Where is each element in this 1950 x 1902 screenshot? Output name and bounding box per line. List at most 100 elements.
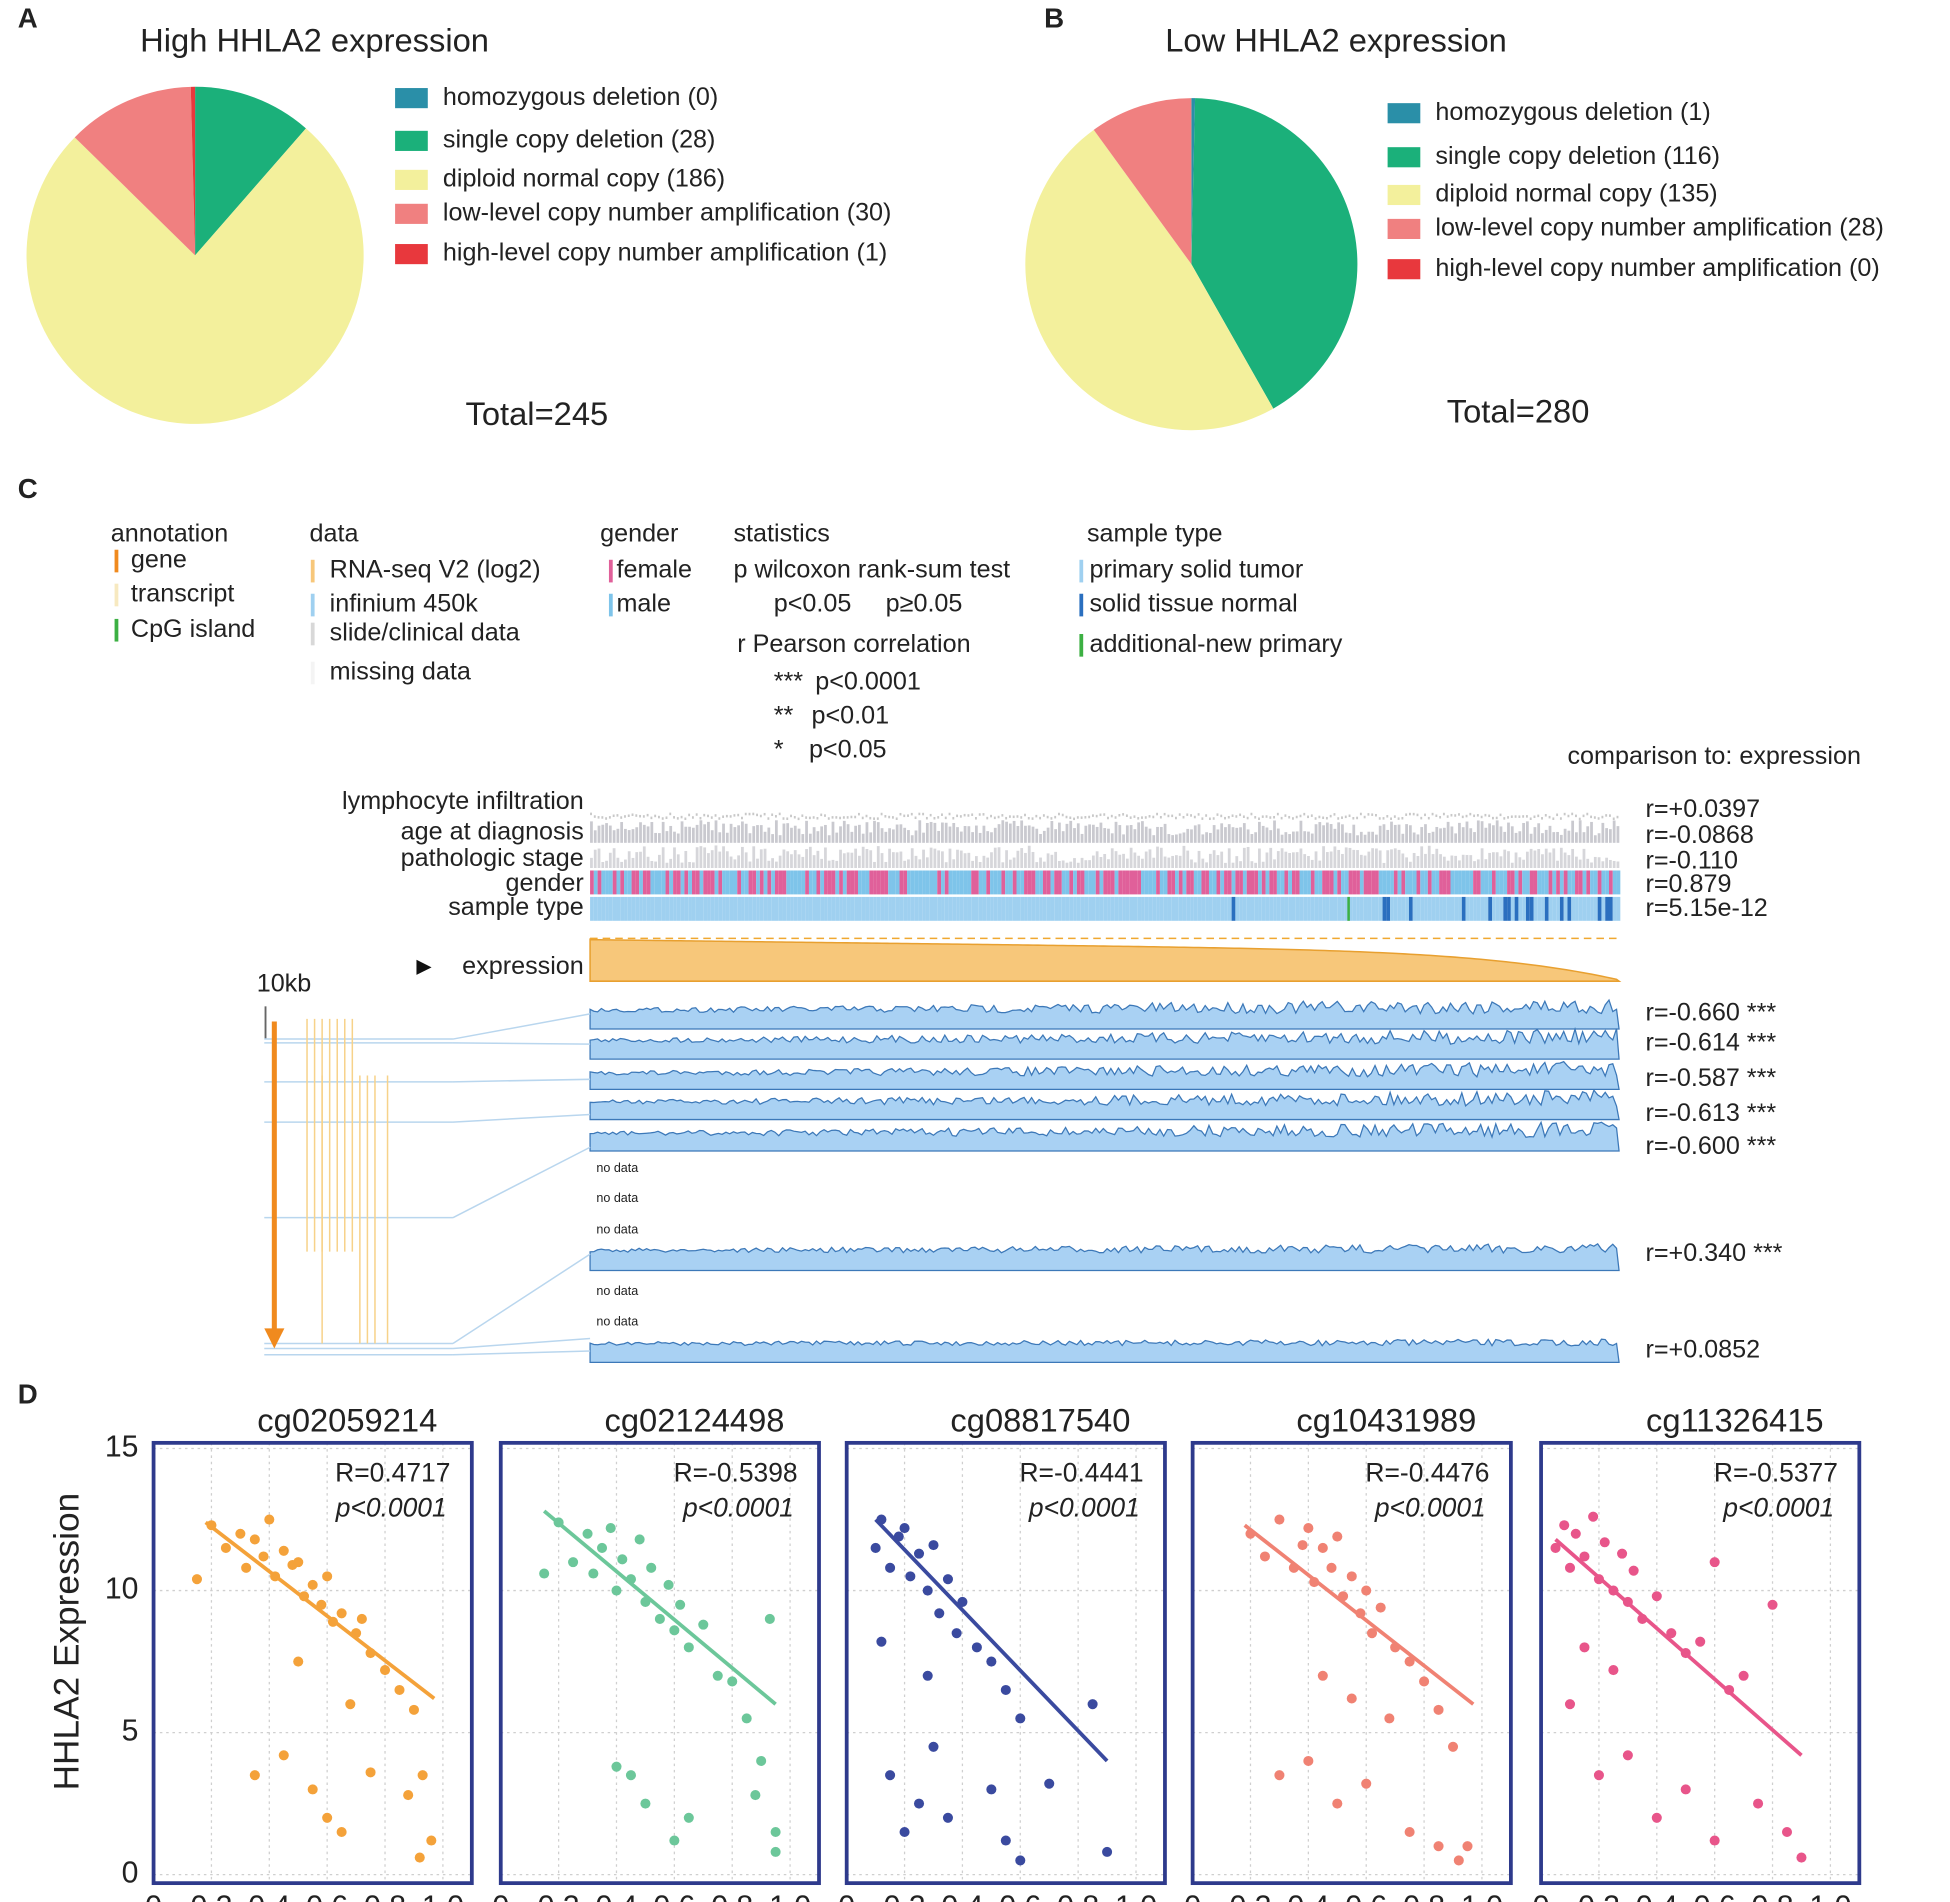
lymph-tick — [1152, 815, 1155, 819]
age-bar — [714, 820, 718, 843]
lymph-tick — [959, 815, 962, 818]
scatter-point — [1015, 1855, 1026, 1866]
age-bar — [850, 831, 854, 843]
age-bar — [699, 820, 703, 843]
age-bar — [1446, 821, 1450, 843]
age-bar — [827, 835, 831, 843]
sample-cell — [1137, 896, 1142, 921]
gender-cell — [1476, 870, 1481, 895]
sample-cell — [782, 896, 787, 921]
gender-cell — [1122, 870, 1126, 895]
sample-cell — [888, 896, 892, 921]
gender-cell — [1163, 870, 1168, 895]
stage-bar — [1310, 859, 1314, 868]
lymph-tick — [1114, 816, 1117, 819]
lymph-tick — [820, 813, 823, 817]
gender-cell — [903, 870, 908, 895]
sample-cell — [1522, 896, 1526, 921]
lymph-tick — [846, 816, 849, 819]
age-bar — [1073, 828, 1076, 843]
x-tick-label: 0.4 — [941, 1890, 983, 1902]
sample-cell — [948, 896, 953, 921]
scatter-point — [605, 1523, 616, 1534]
probe-r: r=-0.587 *** — [1645, 1064, 1776, 1092]
stage-bar — [1069, 861, 1073, 868]
lymph-tick — [1054, 815, 1057, 819]
age-bar — [1125, 825, 1129, 843]
gender-cell — [1537, 870, 1542, 895]
gender-cell — [959, 870, 964, 895]
gender-cell — [816, 870, 821, 895]
gender-cell — [1076, 870, 1081, 895]
age-bar — [903, 827, 907, 843]
stage-bar — [1265, 852, 1269, 868]
age-bar — [1091, 824, 1095, 843]
stage-bar — [993, 847, 997, 868]
scatter-point — [336, 1826, 347, 1838]
gender-cell — [1378, 870, 1383, 895]
gender-cell — [948, 870, 953, 895]
stage-bar — [1178, 855, 1182, 868]
sample-cell — [1107, 896, 1111, 921]
gender-cell — [1322, 870, 1326, 895]
gender-cell — [1201, 870, 1206, 895]
stage-bar — [1114, 851, 1118, 868]
scatter-point — [1570, 1528, 1581, 1539]
probe-connector — [452, 1146, 591, 1219]
track-label: lymphocyte infiltration — [342, 787, 584, 815]
gender-cell — [797, 870, 802, 895]
age-bar — [1299, 820, 1303, 843]
stage-bar — [1439, 854, 1442, 868]
gender-cell — [1103, 870, 1108, 895]
age-bar — [707, 821, 710, 843]
stage-bar — [812, 855, 816, 868]
stage-bar — [1103, 854, 1107, 868]
age-bar — [1420, 827, 1424, 843]
sample-cell — [1442, 896, 1447, 921]
scatter-point — [568, 1557, 579, 1568]
pie-title: Low HHLA2 expression — [1165, 21, 1507, 58]
lymph-tick — [1310, 814, 1313, 817]
gender-cell — [910, 870, 915, 895]
age-bar — [695, 824, 699, 843]
stage-bar — [1408, 861, 1412, 868]
scatter-point — [414, 1852, 425, 1863]
sample-cell — [895, 896, 900, 921]
sample-cell — [1454, 896, 1459, 921]
scatter-title: cg10431989 — [1296, 1401, 1476, 1438]
gender-cell — [782, 870, 787, 895]
sample-cell — [733, 896, 738, 921]
age-bar — [1552, 832, 1556, 843]
scatter-point — [698, 1619, 709, 1630]
stage-bar — [654, 861, 657, 868]
age-bar — [1269, 830, 1273, 843]
lymph-tick — [1499, 813, 1502, 817]
gender-cell — [925, 870, 930, 895]
sample-cell — [756, 896, 760, 921]
gender-cell — [1110, 870, 1115, 895]
scatter-point — [379, 1665, 391, 1676]
age-bar — [605, 823, 608, 843]
legend-swatch — [1387, 103, 1421, 124]
age-bar — [1246, 829, 1250, 843]
lymph-tick — [1058, 812, 1060, 816]
x-tick-label: 0.8 — [1752, 1890, 1794, 1902]
sample-cell — [631, 896, 636, 921]
lymph-tick — [1341, 816, 1343, 819]
stage-bar — [658, 854, 661, 868]
scatter-point — [770, 1846, 781, 1857]
legend-marker — [1079, 634, 1084, 657]
pie-slice — [190, 86, 196, 256]
sample-cell — [1378, 896, 1383, 921]
sample-cell — [827, 896, 832, 921]
stage-bar — [865, 849, 869, 868]
plot-frame — [844, 1440, 1167, 1886]
gender-cell — [1276, 870, 1281, 895]
x-tick-label: 0.2 — [190, 1890, 232, 1902]
sample-cell — [937, 896, 942, 921]
stage-bar — [941, 851, 944, 868]
y-tick-label: 15 — [105, 1431, 139, 1464]
gender-cell — [1099, 870, 1104, 895]
sample-cell — [1141, 896, 1145, 921]
stage-bar — [1616, 861, 1620, 868]
